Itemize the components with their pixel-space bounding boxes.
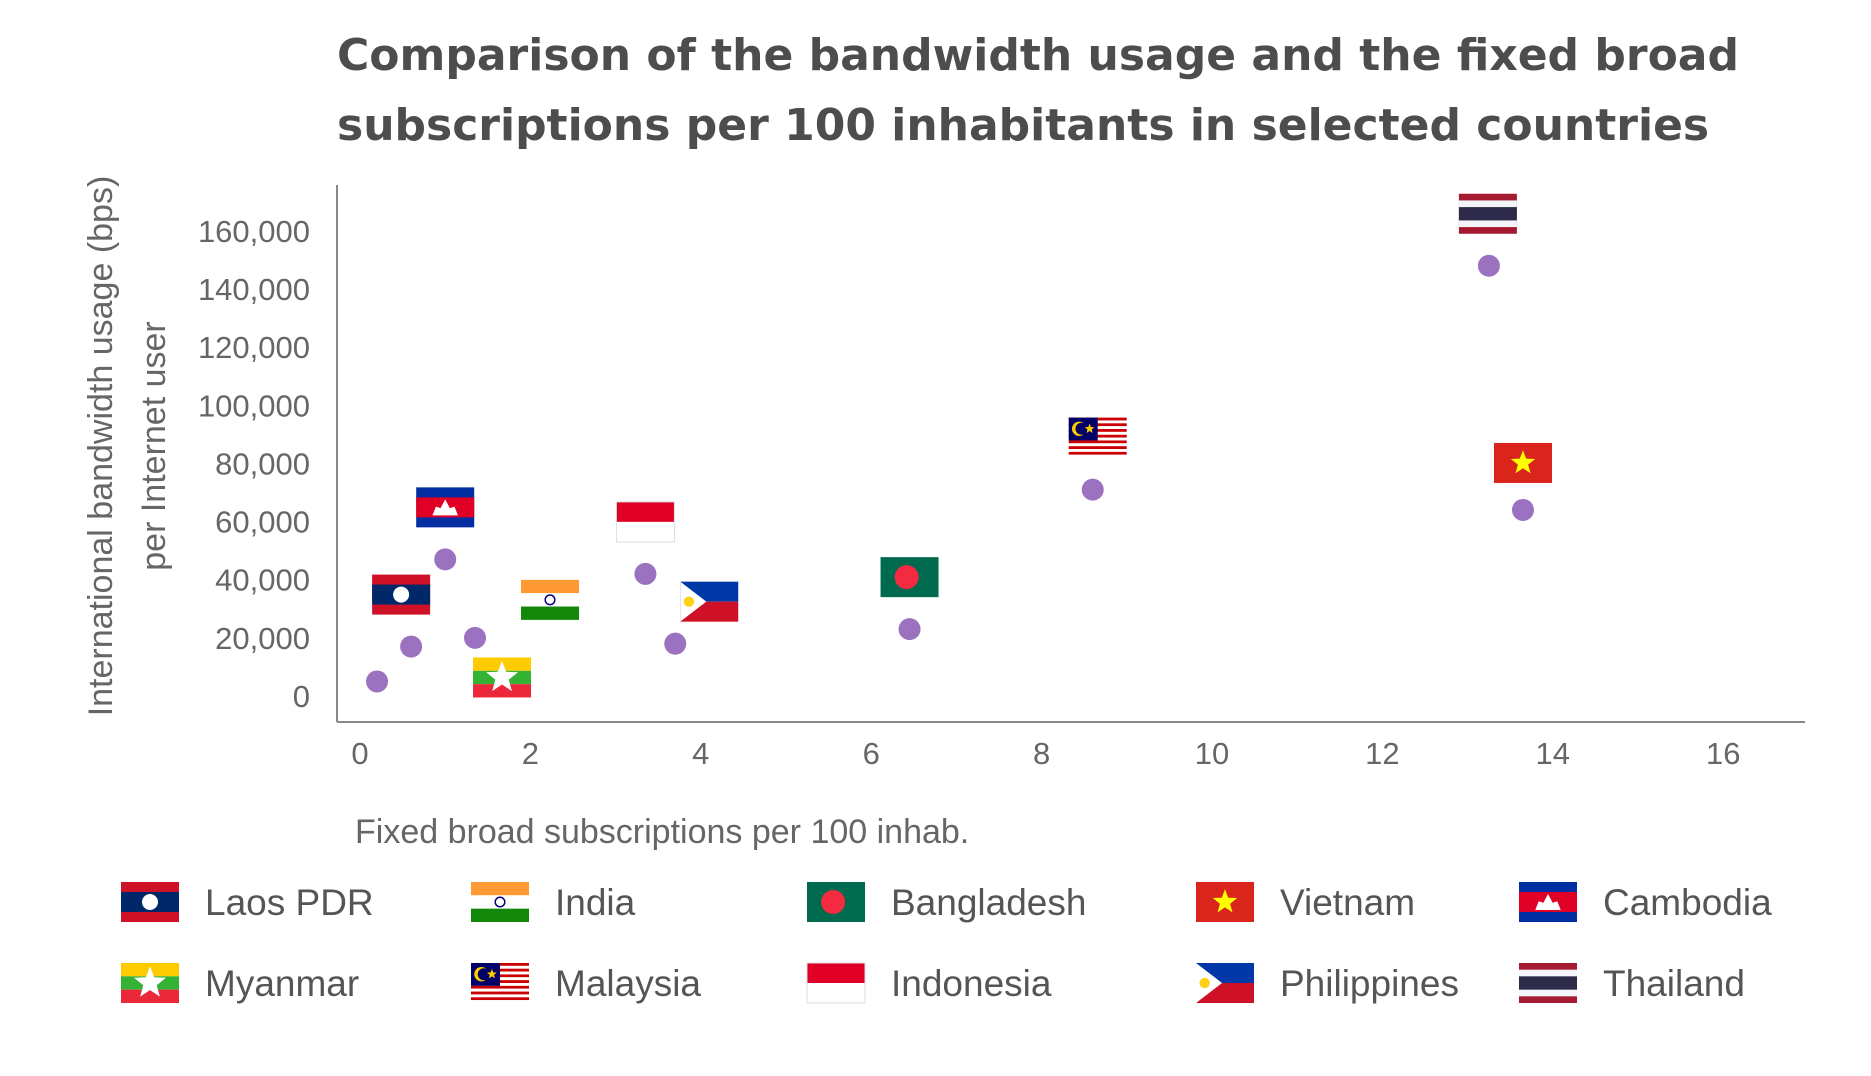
legend-item-malaysia: Malaysia (471, 963, 701, 1004)
x-tick-label: 4 (692, 736, 709, 771)
x-axis-label: Fixed broad subscriptions per 100 inhab. (355, 813, 969, 851)
x-tick-label: 2 (522, 736, 539, 771)
legend-item-thailand: Thailand (1519, 963, 1745, 1004)
indonesia-marker-flag-icon (615, 501, 675, 543)
laos-marker-flag-icon (372, 574, 431, 615)
legend-item-indonesia: Indonesia (806, 962, 1052, 1004)
indonesia-flag-icon (806, 962, 866, 1004)
data-point-philippines (664, 632, 687, 655)
malaysia-marker-flag-icon (1068, 417, 1127, 458)
philippines-flag-icon (1196, 963, 1254, 1003)
data-points (366, 193, 1552, 698)
legend-label: Myanmar (205, 963, 359, 1004)
x-tick-label: 6 (863, 736, 880, 771)
legend-label: Cambodia (1603, 882, 1772, 923)
y-tick-label: 0 (293, 679, 310, 714)
myanmar-marker-flag-icon (473, 657, 532, 698)
x-tick-label: 16 (1706, 736, 1740, 771)
legend-item-bangladesh: Bangladesh (807, 882, 1086, 923)
legend-item-india: India (471, 882, 636, 923)
data-point-myanmar (366, 670, 389, 693)
legend-label: India (555, 882, 636, 923)
india-flag-icon (471, 882, 529, 922)
cambodia-flag-icon (1519, 882, 1577, 922)
cambodia-marker-flag-icon (416, 487, 475, 528)
data-point-bangladesh (898, 618, 921, 641)
legend-item-cambodia: Cambodia (1519, 882, 1772, 923)
data-point-malaysia (1081, 478, 1104, 501)
vietnam-marker-flag-icon (1493, 442, 1552, 483)
legend-label: Laos PDR (205, 882, 374, 923)
y-axis-label-line-1: International bandwidth usage (bps) (82, 176, 120, 717)
thailand-flag-icon (1519, 963, 1577, 1003)
y-tick-label: 160,000 (198, 214, 310, 249)
legend-item-laos-pdr: Laos PDR (121, 882, 374, 923)
y-tick-label: 120,000 (198, 330, 310, 365)
data-point-india (464, 626, 487, 649)
y-tick-label: 40,000 (215, 563, 310, 598)
y-tick-label: 80,000 (215, 446, 310, 481)
y-tick-label: 20,000 (215, 621, 310, 656)
legend-item-philippines: Philippines (1196, 963, 1459, 1004)
legend-item-myanmar: Myanmar (121, 963, 359, 1004)
data-point-cambodia (434, 548, 457, 571)
bangladesh-marker-flag-icon (880, 557, 939, 598)
x-tick-label: 8 (1033, 736, 1050, 771)
myanmar-flag-icon (121, 963, 179, 1003)
legend-item-vietnam: Vietnam (1196, 882, 1415, 923)
x-tick-labels: 0 2 4 6 8 10 12 14 16 (351, 736, 1740, 771)
data-point-indonesia (634, 562, 657, 585)
y-axis-label-line-2: per Internet user (135, 321, 173, 570)
x-tick-label: 14 (1536, 736, 1570, 771)
x-tick-label: 10 (1195, 736, 1229, 771)
x-tick-label: 0 (351, 736, 368, 771)
legend-label: Bangladesh (891, 882, 1086, 923)
x-tick-label: 12 (1365, 736, 1399, 771)
y-axis-title: International bandwidth usage (bps) per … (82, 176, 173, 717)
y-tick-label: 100,000 (198, 388, 310, 423)
data-point-vietnam (1511, 498, 1534, 521)
legend-label: Indonesia (891, 963, 1052, 1004)
data-point-laos-pdr (400, 635, 423, 658)
y-tick-label: 60,000 (215, 505, 310, 540)
chart-title-line-1: Comparison of the bandwidth usage and th… (337, 30, 1739, 81)
vietnam-flag-icon (1196, 882, 1254, 922)
legend: Laos PDR India Bangladesh Vietnam Cambodia My… (121, 882, 1772, 1004)
malaysia-flag-icon (471, 963, 529, 1003)
legend-label: Philippines (1280, 963, 1459, 1004)
bangladesh-flag-icon (807, 882, 865, 922)
y-tick-label: 140,000 (198, 272, 310, 307)
philippines-marker-flag-icon (680, 581, 739, 622)
legend-label: Malaysia (555, 963, 701, 1004)
data-point-thailand (1477, 254, 1500, 277)
chart-title-line-2: subscriptions per 100 inhabitants in sel… (337, 100, 1709, 151)
legend-label: Vietnam (1280, 882, 1415, 923)
legend-label: Thailand (1603, 963, 1745, 1004)
thailand-marker-flag-icon (1458, 193, 1517, 234)
india-marker-flag-icon (521, 579, 580, 620)
y-tick-labels: 0 20,000 40,000 60,000 80,000 100,000 120,000 1… (198, 214, 310, 714)
laos-flag-icon (121, 882, 179, 922)
